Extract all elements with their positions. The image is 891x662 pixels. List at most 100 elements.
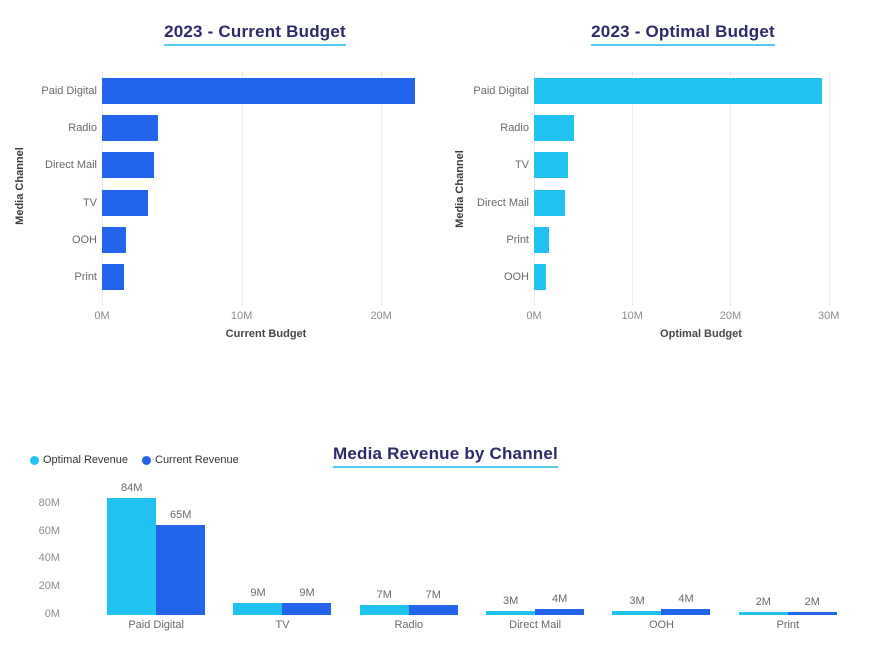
- chart-title: 2023 - Optimal Budget: [516, 22, 850, 46]
- value-label: 2M: [804, 596, 820, 609]
- category-label: TV: [514, 159, 529, 172]
- legend: Optimal Revenue Current Revenue: [30, 454, 239, 466]
- value-label: 2M: [755, 596, 771, 609]
- bar-optimal-revenue[interactable]: [738, 612, 788, 615]
- y-tick-label: 20M: [38, 580, 60, 593]
- value-label: 9M: [250, 586, 266, 599]
- bar-group-paid-digital: 84M 65M: [93, 482, 219, 615]
- value-label: 7M: [425, 589, 441, 602]
- category-label: OOH: [71, 233, 97, 246]
- bar-paid-digital[interactable]: [534, 77, 822, 104]
- bar-group-tv: 9M 9M: [219, 490, 345, 615]
- plot-area: [102, 72, 430, 305]
- bar-group-print: 2M 2M: [725, 490, 851, 615]
- bar-current-revenue[interactable]: [787, 612, 837, 615]
- bar-radio[interactable]: [534, 114, 575, 141]
- bar-print[interactable]: [102, 264, 125, 291]
- category-label: Direct Mail: [45, 159, 97, 172]
- category-label: Radio: [500, 121, 529, 134]
- category-label: Print: [506, 233, 529, 246]
- bar-optimal-revenue[interactable]: [233, 602, 283, 615]
- bar-current-revenue[interactable]: [156, 524, 206, 615]
- plot-area: [534, 72, 868, 305]
- bar-row: [102, 109, 430, 146]
- gridline: [381, 72, 383, 305]
- x-tick-label: 10M: [621, 310, 643, 322]
- bar-optimal-revenue[interactable]: [107, 498, 157, 615]
- bar-row: [102, 184, 430, 221]
- legend-dot-optimal: [30, 455, 39, 465]
- category-label: Direct Mail: [509, 619, 562, 631]
- bar-current-revenue[interactable]: [408, 605, 458, 615]
- chart-current-budget: 2023 - Current Budget Media Channel Paid…: [0, 0, 445, 365]
- gridline: [241, 72, 243, 305]
- category-axis: Paid Digital TV Radio Direct Mail OOH Print: [93, 619, 851, 631]
- chart-title: 2023 - Current Budget: [91, 22, 419, 46]
- category-label: OOH: [648, 619, 674, 631]
- category-label: Print: [74, 271, 97, 284]
- bar-optimal-revenue[interactable]: [612, 610, 662, 615]
- legend-label: Optimal Revenue: [43, 454, 128, 466]
- bar-row: [102, 147, 430, 184]
- gridline: [102, 72, 103, 305]
- bar-tv[interactable]: [534, 152, 569, 179]
- chart-title-text: Media Revenue by Channel: [333, 444, 558, 468]
- bar-direct-mail[interactable]: [102, 152, 154, 179]
- legend-item-current-revenue[interactable]: Current Revenue: [142, 454, 239, 466]
- gridline: [730, 72, 732, 305]
- bar-row: [102, 72, 430, 109]
- category-label: OOH: [503, 271, 529, 284]
- bar-rows: [534, 72, 868, 296]
- bar-group-direct-mail: 3M 4M: [472, 490, 598, 615]
- bar-row: [534, 184, 868, 221]
- x-axis-title: Optimal Budget: [660, 328, 742, 340]
- bar-optimal-revenue[interactable]: [486, 610, 536, 615]
- bar-current-revenue[interactable]: [535, 609, 585, 615]
- x-tick-label: 0M: [526, 310, 542, 322]
- x-tick-label: 20M: [370, 310, 392, 322]
- category-label: Paid Digital: [41, 84, 97, 97]
- bar-tv[interactable]: [102, 189, 149, 216]
- bar-row: [534, 72, 868, 109]
- legend-label: Current Revenue: [155, 454, 239, 466]
- bar-row: [534, 109, 868, 146]
- category-axis: Paid Digital Radio Direct Mail TV OOH Print: [0, 72, 97, 296]
- bar-row: [534, 259, 868, 296]
- value-label: 4M: [678, 593, 694, 606]
- bar-paid-digital[interactable]: [102, 77, 415, 104]
- category-label: Paid Digital: [128, 619, 184, 631]
- x-tick-label: 30M: [818, 310, 840, 322]
- bar-row: [102, 259, 430, 296]
- bar-row: [534, 147, 868, 184]
- category-label: Radio: [394, 619, 424, 631]
- bar-current-revenue[interactable]: [282, 602, 332, 615]
- category-label: Paid Digital: [473, 84, 529, 97]
- bar-group-ooh: 3M 4M: [598, 490, 724, 615]
- plot-area: 84M 65M 9M 9M 7M 7M 3M 4M 3M 4M 2M 2M: [93, 482, 851, 615]
- bar-radio[interactable]: [102, 114, 158, 141]
- value-label: 4M: [552, 593, 568, 606]
- bar-optimal-revenue[interactable]: [359, 605, 409, 615]
- value-label: 7M: [376, 589, 392, 602]
- legend-item-optimal-revenue[interactable]: Optimal Revenue: [30, 454, 128, 466]
- legend-dot-current: [142, 455, 151, 465]
- bar-ooh[interactable]: [534, 264, 546, 291]
- category-axis: Paid Digital Radio TV Direct Mail Print OOH: [445, 72, 529, 296]
- chart-title-text: 2023 - Current Budget: [164, 22, 346, 46]
- gridline: [828, 72, 830, 305]
- value-label: 3M: [629, 594, 645, 607]
- bar-direct-mail[interactable]: [534, 189, 566, 216]
- y-tick-label: 60M: [38, 524, 60, 537]
- bar-group-radio: 7M 7M: [346, 490, 472, 615]
- x-tick-label: 10M: [230, 310, 253, 322]
- gridline: [534, 72, 535, 305]
- bar-ooh[interactable]: [102, 226, 126, 253]
- category-label: Radio: [68, 121, 97, 134]
- bar-row: [534, 221, 868, 258]
- chart-title: Media Revenue by Channel: [0, 444, 891, 468]
- bar-current-revenue[interactable]: [661, 609, 711, 615]
- category-label: TV: [275, 619, 290, 631]
- value-label: 84M: [120, 482, 143, 495]
- bar-rows: [102, 72, 430, 296]
- bar-print[interactable]: [534, 226, 549, 253]
